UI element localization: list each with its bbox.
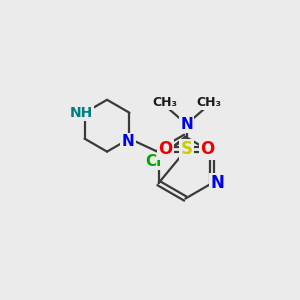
- Text: O: O: [201, 140, 215, 158]
- Text: S: S: [181, 140, 193, 158]
- Text: CH₃: CH₃: [152, 96, 177, 109]
- Text: NH: NH: [70, 106, 93, 120]
- Text: N: N: [180, 117, 193, 132]
- Text: CH₃: CH₃: [196, 96, 221, 109]
- Text: N: N: [211, 174, 224, 192]
- Text: O: O: [158, 140, 172, 158]
- Text: Cl: Cl: [145, 154, 161, 169]
- Text: N: N: [122, 134, 134, 149]
